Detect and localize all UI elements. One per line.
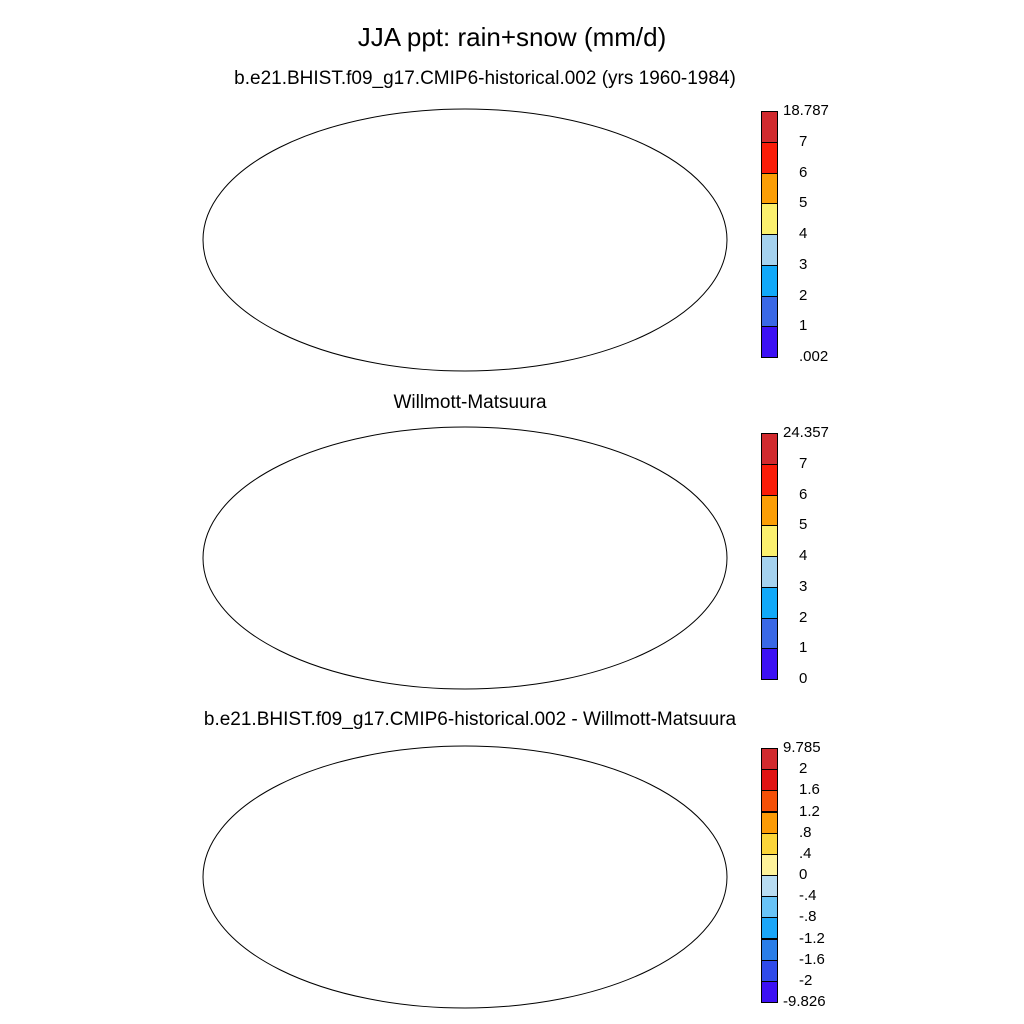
colorbar-label: 18.787 (783, 102, 829, 119)
colorbar-swatch (761, 326, 778, 358)
colorbar-swatch (761, 203, 778, 235)
colorbar-label: -9.826 (783, 993, 826, 1010)
panel-title-model: b.e21.BHIST.f09_g17.CMIP6-historical.002… (234, 68, 736, 89)
colorbar-label: 4 (799, 225, 808, 242)
colorbar-swatch (761, 264, 778, 297)
colorbar-swatch (761, 295, 778, 328)
colorbar-label: .002 (799, 348, 829, 365)
colorbar-swatch (761, 234, 778, 266)
colorbar-swatch (761, 917, 778, 940)
map-observations (202, 426, 728, 690)
colorbar-label: -1.2 (799, 929, 825, 947)
map-model (202, 108, 728, 372)
panel-title-difference: b.e21.BHIST.f09_g17.CMIP6-historical.002… (203, 709, 737, 730)
colorbar-swatch (761, 617, 778, 650)
colorbar-label: 9.785 (783, 739, 821, 756)
colorbar-swatch (761, 811, 778, 834)
colorbar-label: 6 (799, 485, 808, 503)
colorbar-label: 0 (799, 670, 808, 687)
colorbar-swatch (761, 959, 778, 982)
colorbar-label: -.4 (799, 887, 817, 905)
colorbar-swatch (761, 172, 778, 205)
colorbar-label: -.8 (799, 908, 817, 926)
panel-title-observations: Willmott-Matsuura (393, 392, 547, 413)
colorbar-swatch (761, 556, 778, 588)
colorbar-label: 4 (799, 547, 808, 564)
colorbar-label: 0 (799, 866, 808, 883)
colorbar-label: 7 (799, 454, 808, 472)
colorbar-label: -2 (799, 971, 813, 989)
colorbar-label: 5 (799, 194, 808, 212)
colorbar-swatch (761, 938, 778, 961)
colorbar-difference: 9.785 2 1.6 1.2 .8 .4 0 -.4 -.8 -1.2 -1.6 -2 -9.826 (761, 739, 826, 1010)
colorbar-label: 1.2 (799, 802, 820, 820)
colorbar-swatch (761, 141, 778, 174)
colorbar-swatch (761, 648, 778, 680)
colorbar-label: 5 (799, 516, 808, 534)
colorbar-label: 2 (799, 608, 808, 626)
colorbar-label: -1.6 (799, 950, 825, 968)
colorbar-swatch (761, 433, 778, 465)
colorbar-model: 18.787 7 6 5 4 3 2 1 .002 (761, 102, 829, 365)
colorbar-label: 2 (799, 286, 808, 304)
colorbar-label: 1 (799, 639, 808, 657)
colorbar-label: 3 (799, 255, 808, 273)
colorbar-label: 7 (799, 132, 808, 150)
colorbar-swatch (761, 832, 778, 855)
colorbar-swatch (761, 790, 778, 813)
colorbar-label: 1.6 (799, 781, 820, 799)
colorbar-swatch (761, 463, 778, 496)
map-difference (202, 745, 728, 1009)
colorbar-observations: 24.357 7 6 5 4 3 2 1 0 (761, 424, 829, 687)
colorbar-swatch (761, 769, 778, 792)
colorbar-label: 2 (799, 760, 808, 778)
figure-title: JJA ppt: rain+snow (mm/d) (357, 22, 667, 52)
colorbar-label: .8 (799, 823, 812, 841)
colorbar-swatch (761, 980, 778, 1003)
colorbar-swatch (761, 525, 778, 557)
colorbar-swatch (761, 896, 778, 919)
colorbar-label: 24.357 (783, 424, 829, 441)
colorbar-swatch (761, 586, 778, 619)
colorbar-label: .4 (799, 844, 812, 862)
colorbar-swatch (761, 494, 778, 527)
colorbar-swatch (761, 875, 778, 898)
colorbar-label: 6 (799, 163, 808, 181)
colorbar-swatch (761, 748, 778, 771)
colorbar-label: 1 (799, 317, 808, 335)
colorbar-swatch (761, 853, 778, 876)
colorbar-label: 3 (799, 577, 808, 595)
colorbar-swatch (761, 111, 778, 143)
